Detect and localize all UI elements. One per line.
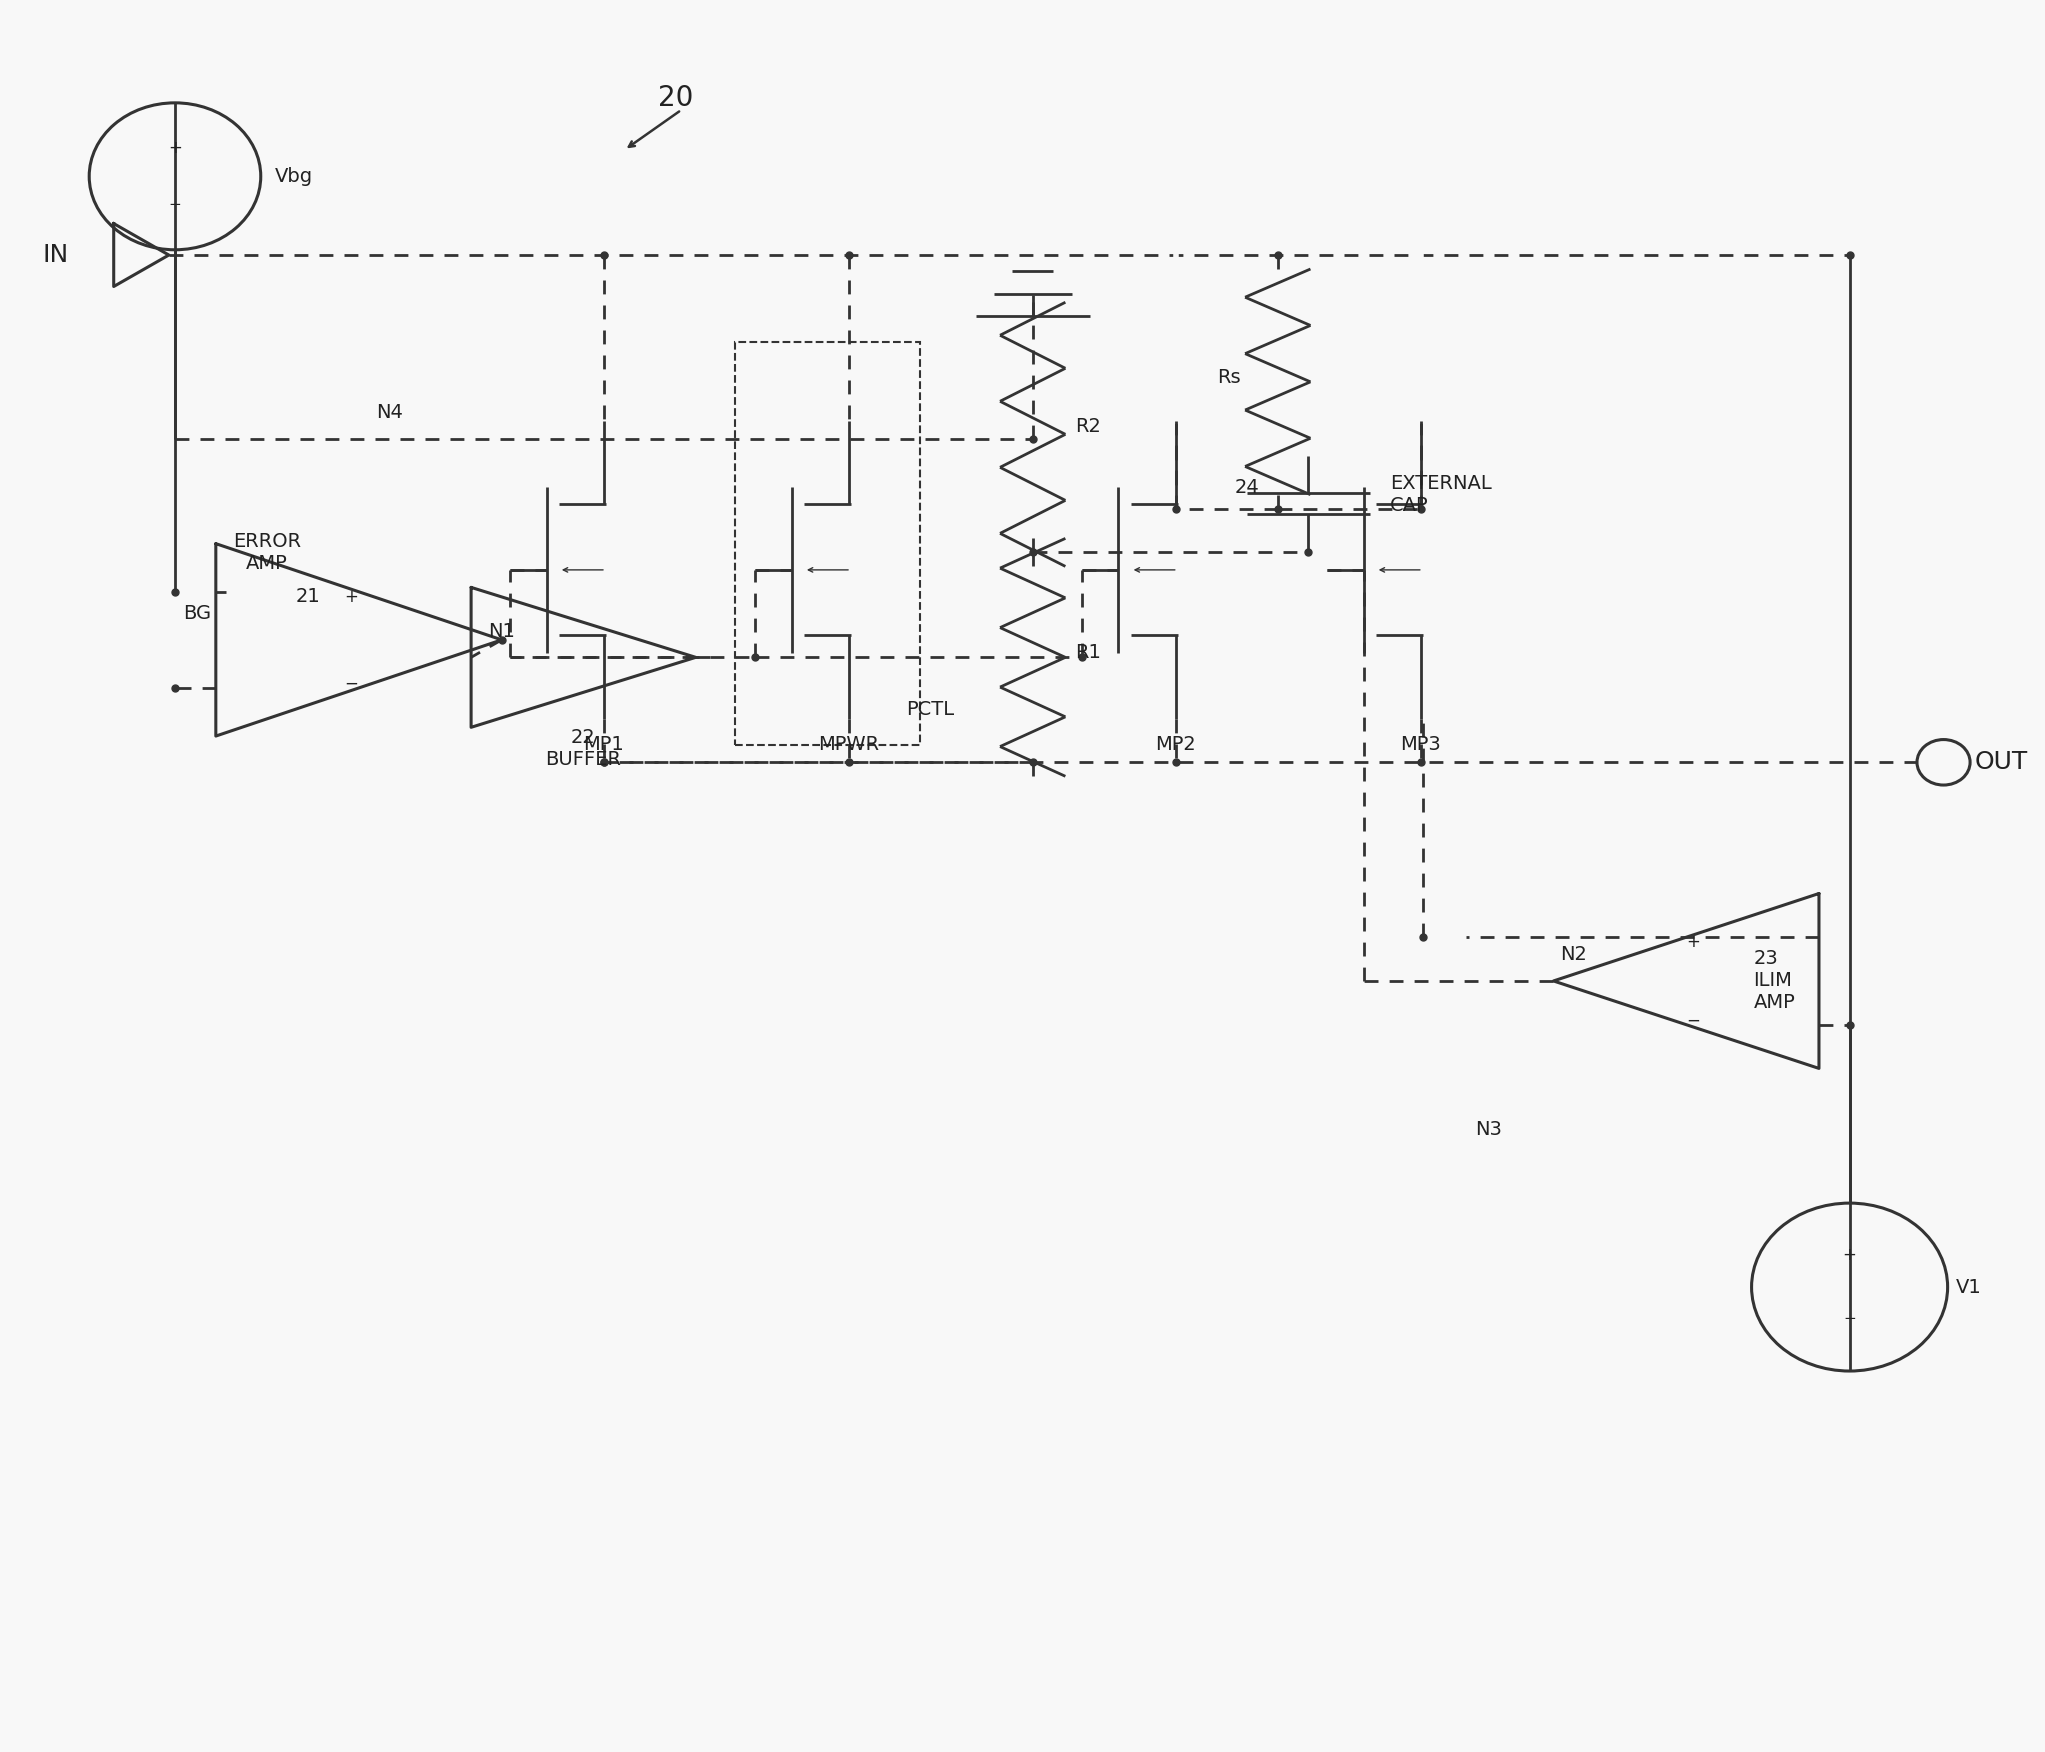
Text: N4: N4 xyxy=(376,403,403,422)
Text: 21: 21 xyxy=(294,587,321,606)
Text: 22
BUFFER: 22 BUFFER xyxy=(546,727,622,769)
Text: −: − xyxy=(168,196,182,212)
Text: Rs: Rs xyxy=(1217,368,1241,387)
Text: −: − xyxy=(346,675,358,692)
Text: +: + xyxy=(1685,932,1699,951)
Text: R1: R1 xyxy=(1076,643,1102,662)
Text: MP1: MP1 xyxy=(583,736,624,755)
Text: PCTL: PCTL xyxy=(906,701,955,720)
Text: MP2: MP2 xyxy=(1155,736,1196,755)
Text: OUT: OUT xyxy=(1973,750,2027,774)
Text: Vbg: Vbg xyxy=(274,166,313,186)
Text: R2: R2 xyxy=(1076,417,1102,436)
Text: IN: IN xyxy=(43,244,70,266)
Text: N2: N2 xyxy=(1560,946,1587,964)
Text: +: + xyxy=(168,140,182,158)
Text: 24: 24 xyxy=(1235,478,1260,498)
Text: 20: 20 xyxy=(658,84,693,112)
Text: +: + xyxy=(346,587,358,606)
Text: +: + xyxy=(1843,1246,1857,1265)
Text: V1: V1 xyxy=(1955,1277,1982,1296)
Text: −: − xyxy=(1843,1312,1857,1326)
Text: 23
ILIM
AMP: 23 ILIM AMP xyxy=(1755,950,1796,1013)
Text: −: − xyxy=(1685,1011,1699,1030)
Text: N3: N3 xyxy=(1474,1120,1501,1139)
Text: BG: BG xyxy=(184,604,213,624)
Text: EXTERNAL
CAP: EXTERNAL CAP xyxy=(1391,475,1493,515)
Text: MPWR: MPWR xyxy=(818,736,879,755)
Text: MP3: MP3 xyxy=(1401,736,1442,755)
Text: ERROR
AMP: ERROR AMP xyxy=(233,533,301,573)
Text: N1: N1 xyxy=(489,622,515,641)
